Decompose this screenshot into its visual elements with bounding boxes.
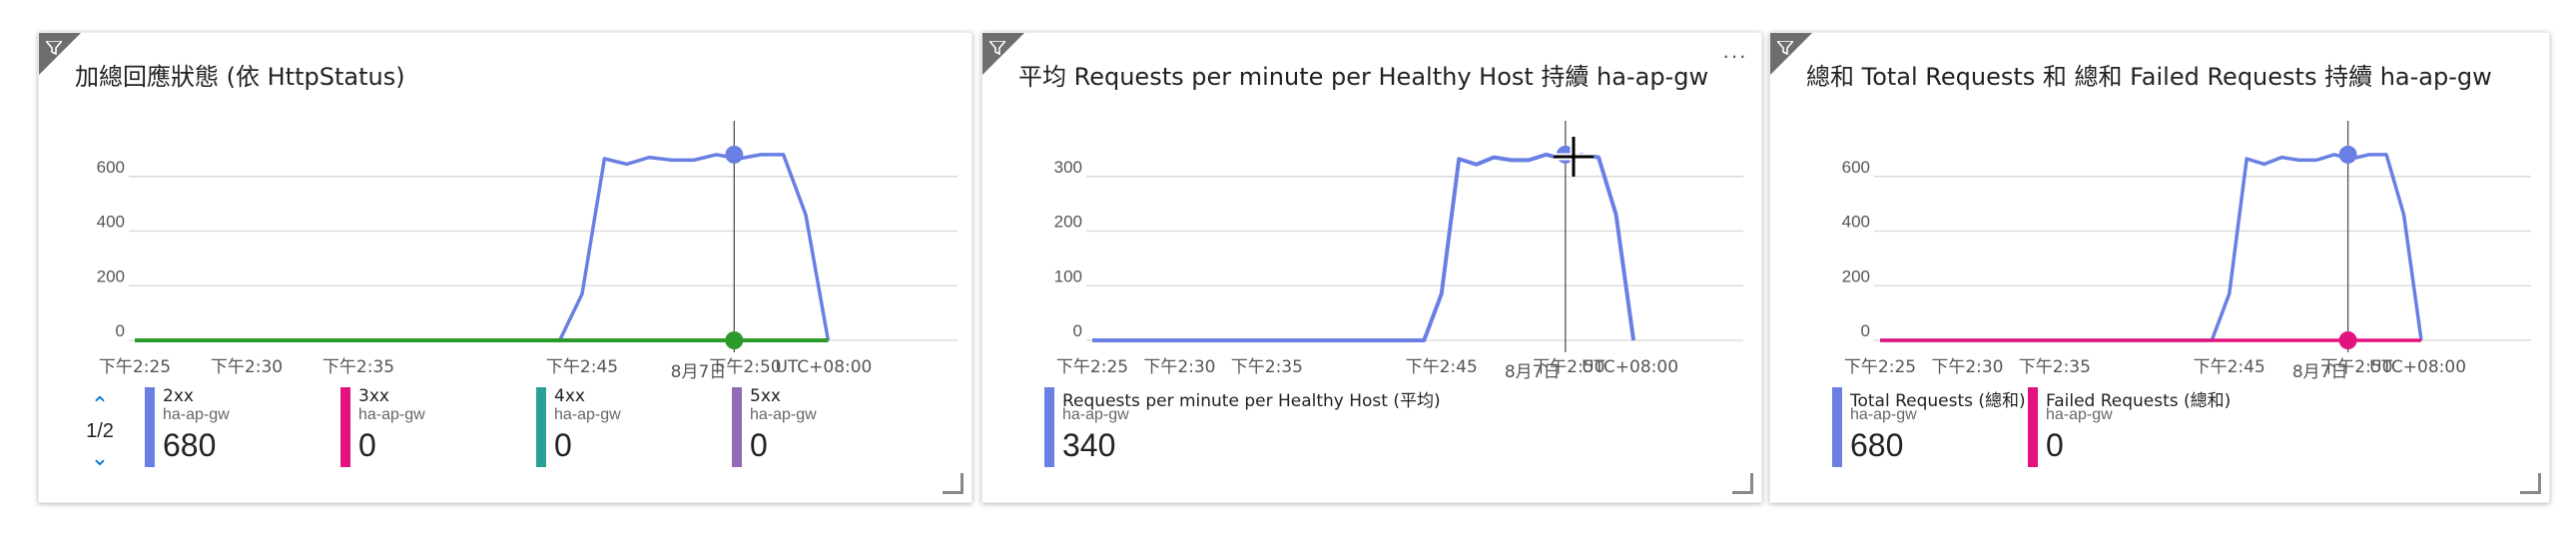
x-tick-label: 下午2:45 xyxy=(546,357,618,377)
legend-resource: ha-ap-gw xyxy=(358,406,425,424)
move-cursor-icon xyxy=(1552,135,1596,179)
resize-handle[interactable] xyxy=(2520,473,2541,494)
x-tick-label: UTC+08:00 xyxy=(775,357,872,377)
legend-swatch xyxy=(1044,387,1054,467)
x-tick-label: 下午2:35 xyxy=(1231,357,1303,377)
y-tick-label: 200 xyxy=(1054,213,1082,232)
chevron-down-icon[interactable]: ⌄ xyxy=(85,447,115,469)
legend-swatch xyxy=(732,387,742,467)
data-point-marker xyxy=(725,146,743,164)
x-tick-label: 下午2:30 xyxy=(1143,357,1215,377)
x-tick-label: 下午2:50 xyxy=(709,357,781,377)
legend-swatch xyxy=(536,387,546,467)
x-tick-label: 下午2:30 xyxy=(1931,357,2003,377)
data-point-marker xyxy=(2339,146,2357,164)
chart-tile-http-status[interactable]: 加總回應狀態 (依 HttpStatus) 0 200 400 600 下午2:25 下午… xyxy=(38,32,972,503)
y-tick-label: 0 xyxy=(116,321,125,340)
data-point-marker xyxy=(725,331,743,349)
legend-value: 340 xyxy=(1062,427,1115,464)
series-line-requests-per-minute-per-healthy-host- xyxy=(1092,155,1633,340)
legend-value: 680 xyxy=(163,427,216,464)
legend-swatch xyxy=(340,387,350,467)
legend-resource: ha-ap-gw xyxy=(163,406,230,424)
series-line-2xx xyxy=(135,155,828,340)
data-point-marker xyxy=(2339,331,2357,349)
y-tick-label: 300 xyxy=(1054,158,1082,177)
chart-tile-total-failed-requests[interactable]: 總和 Total Requests 和 總和 Failed Requests 持… xyxy=(1769,32,2550,503)
y-tick-label: 400 xyxy=(1842,213,1870,232)
resize-handle[interactable] xyxy=(1732,473,1753,494)
x-tick-label: 下午2:30 xyxy=(211,357,283,377)
legend-swatch xyxy=(2028,387,2038,467)
legend-resource: ha-ap-gw xyxy=(1850,406,1917,424)
legend-resource: ha-ap-gw xyxy=(554,406,621,424)
x-tick-label: 下午2:45 xyxy=(2194,357,2265,377)
y-tick-label: 200 xyxy=(97,266,125,285)
x-tick-label: 下午2:45 xyxy=(1406,357,1478,377)
series-line-total-requests- xyxy=(1880,155,2421,340)
y-tick-label: 600 xyxy=(97,158,125,177)
legend-value: 680 xyxy=(1850,427,1903,464)
pager-text: 1/2 xyxy=(85,420,115,443)
chevron-up-icon[interactable]: ⌃ xyxy=(85,394,115,416)
legend-name: 3xx xyxy=(358,386,389,406)
legend-value: 0 xyxy=(358,427,376,464)
x-tick-label: UTC+08:00 xyxy=(2369,357,2466,377)
y-tick-label: 200 xyxy=(1842,266,1870,285)
chart-tile-requests-per-host[interactable]: 平均 Requests per minute per Healthy Host … xyxy=(981,32,1762,503)
legend-name: 2xx xyxy=(163,386,194,406)
legend-resource: ha-ap-gw xyxy=(1062,406,1129,424)
x-tick-label: 下午2:25 xyxy=(1056,357,1128,377)
x-tick-label: 下午2:25 xyxy=(1844,357,1916,377)
legend-resource: ha-ap-gw xyxy=(2046,406,2113,424)
legend-name: 5xx xyxy=(750,386,781,406)
y-tick-label: 600 xyxy=(1842,158,1870,177)
legend-swatch xyxy=(145,387,155,467)
y-tick-label: 0 xyxy=(1861,321,1870,340)
resize-handle[interactable] xyxy=(943,473,964,494)
y-tick-label: 0 xyxy=(1073,321,1082,340)
legend-value: 0 xyxy=(2046,427,2064,464)
x-tick-label: 下午2:25 xyxy=(99,357,171,377)
legend-value: 0 xyxy=(554,427,572,464)
legend-swatch xyxy=(1832,387,1842,467)
x-tick-label: 下午2:35 xyxy=(2019,357,2091,377)
y-tick-label: 400 xyxy=(97,213,125,232)
x-tick-label: 下午2:35 xyxy=(322,357,394,377)
y-tick-label: 100 xyxy=(1054,266,1082,285)
legend-pager: ⌃ 1/2 ⌄ xyxy=(85,394,115,469)
legend-name: 4xx xyxy=(554,386,585,406)
x-tick-label: UTC+08:00 xyxy=(1582,357,1678,377)
legend-value: 0 xyxy=(750,427,768,464)
legend-resource: ha-ap-gw xyxy=(750,406,817,424)
